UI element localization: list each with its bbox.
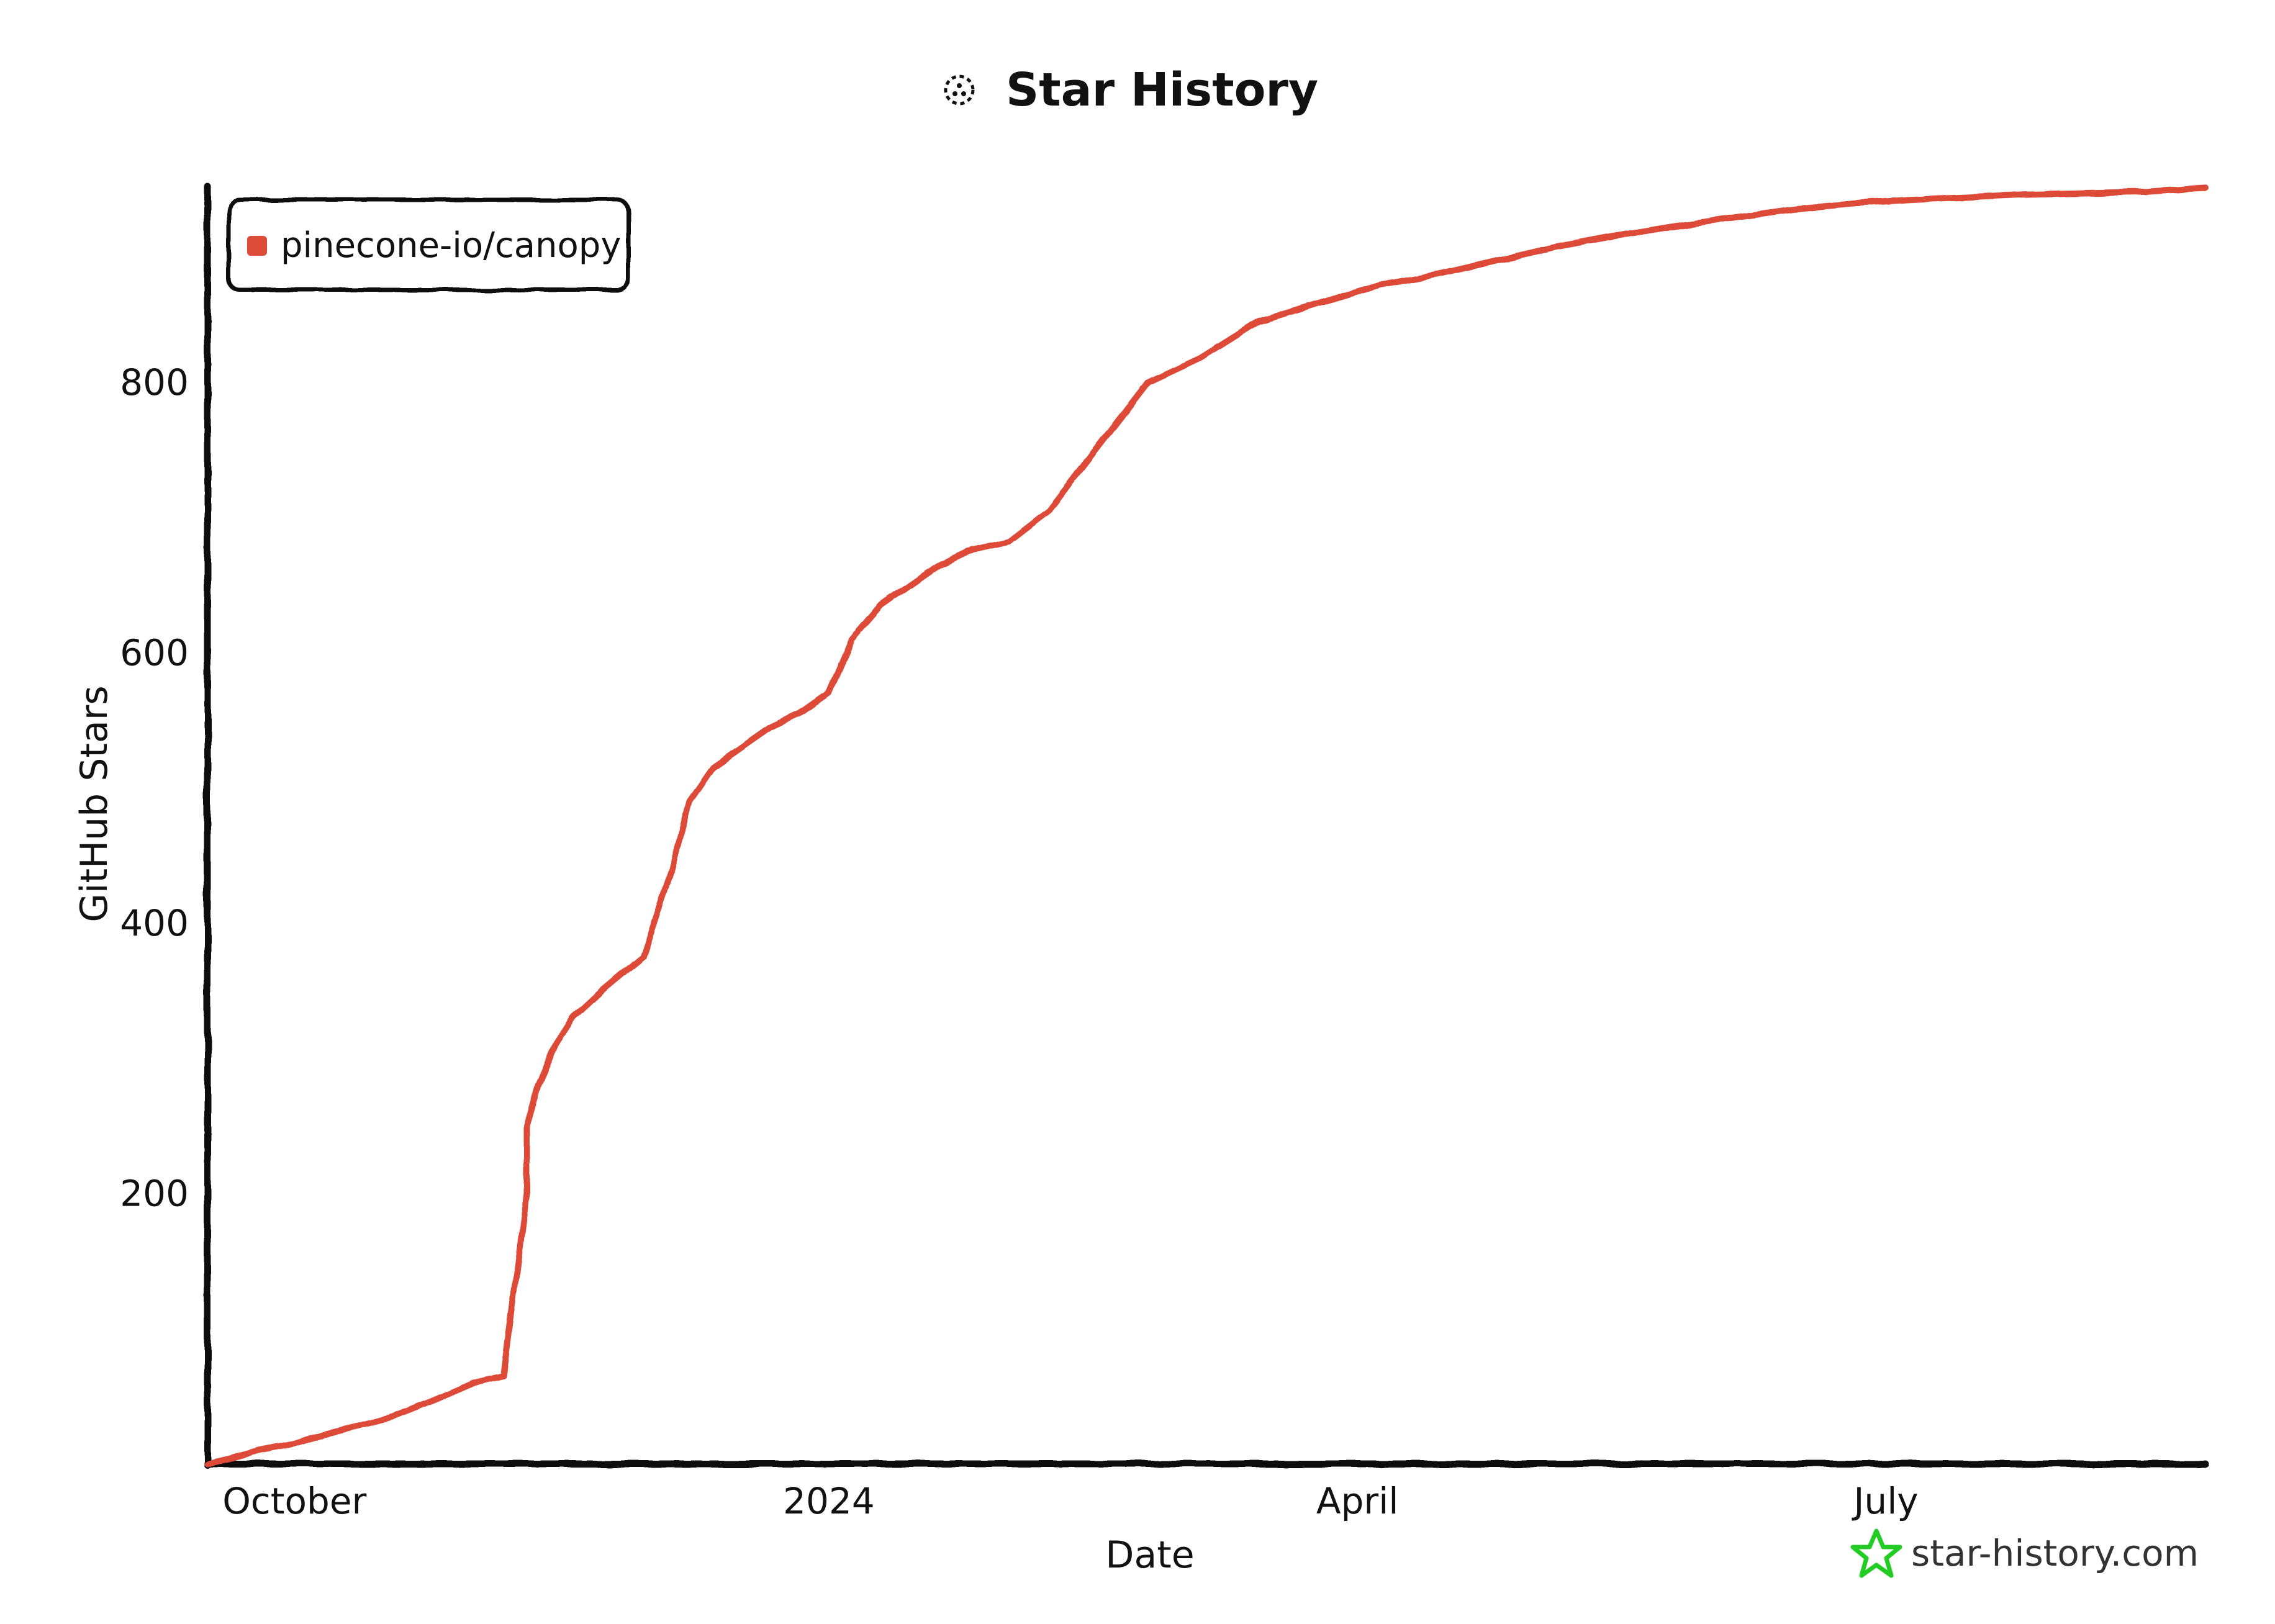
x-tick-label: July <box>1852 1480 1918 1522</box>
legend-swatch <box>247 236 267 256</box>
star-history-logo-icon <box>944 74 975 106</box>
x-tick-label: October <box>222 1480 366 1522</box>
legend-label: pinecone-io/canopy <box>281 225 622 266</box>
watermark-text: star-history.com <box>1911 1532 2199 1574</box>
y-tick-label: 200 <box>120 1172 189 1214</box>
y-axis-title: GitHub Stars <box>73 685 116 922</box>
axes <box>204 183 2209 1469</box>
watermark: star-history.com <box>1850 1528 2199 1578</box>
y-tick-labels: 200 400 600 800 <box>120 361 189 1215</box>
x-tick-label: April <box>1316 1480 1399 1522</box>
legend-box <box>226 197 631 292</box>
x-tick-label: 2024 <box>783 1480 875 1522</box>
chart-title: Star History <box>1006 63 1318 117</box>
y-tick-label: 400 <box>120 902 189 944</box>
y-tick-label: 800 <box>120 361 189 404</box>
y-tick-label: 600 <box>120 631 189 674</box>
chart-title-group: Star History <box>944 63 1318 117</box>
series-line <box>204 184 2209 1467</box>
star-icon <box>1850 1528 1902 1578</box>
x-tick-labels: October 2024 April July <box>222 1480 1918 1522</box>
legend: pinecone-io/canopy <box>226 197 631 292</box>
x-axis-title: Date <box>1105 1533 1194 1577</box>
